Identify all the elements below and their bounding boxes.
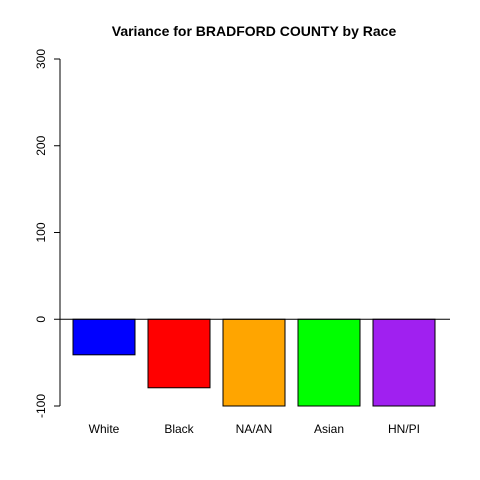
chart-title: Variance for BRADFORD COUNTY by Race <box>112 23 397 39</box>
bar <box>372 318 436 407</box>
bar <box>297 318 361 407</box>
y-tick-label: 100 <box>34 222 48 242</box>
bar <box>72 318 136 356</box>
x-category-label: Asian <box>314 422 344 436</box>
x-category-label: White <box>89 422 120 436</box>
x-category-label: HN/PI <box>388 422 420 436</box>
x-axis-labels: White Black NA/AN Asian HN/PI <box>89 422 420 436</box>
bar <box>222 318 286 407</box>
x-category-label: Black <box>164 422 194 436</box>
x-category-label: NA/AN <box>236 422 273 436</box>
y-tick-label: 0 <box>34 316 48 323</box>
y-tick-label: -100 <box>34 394 48 418</box>
y-axis: -100 0 100 200 300 <box>34 49 61 418</box>
y-tick-label: 200 <box>34 135 48 155</box>
bar <box>147 318 211 389</box>
bars <box>72 318 436 407</box>
y-tick-label: 300 <box>34 49 48 69</box>
